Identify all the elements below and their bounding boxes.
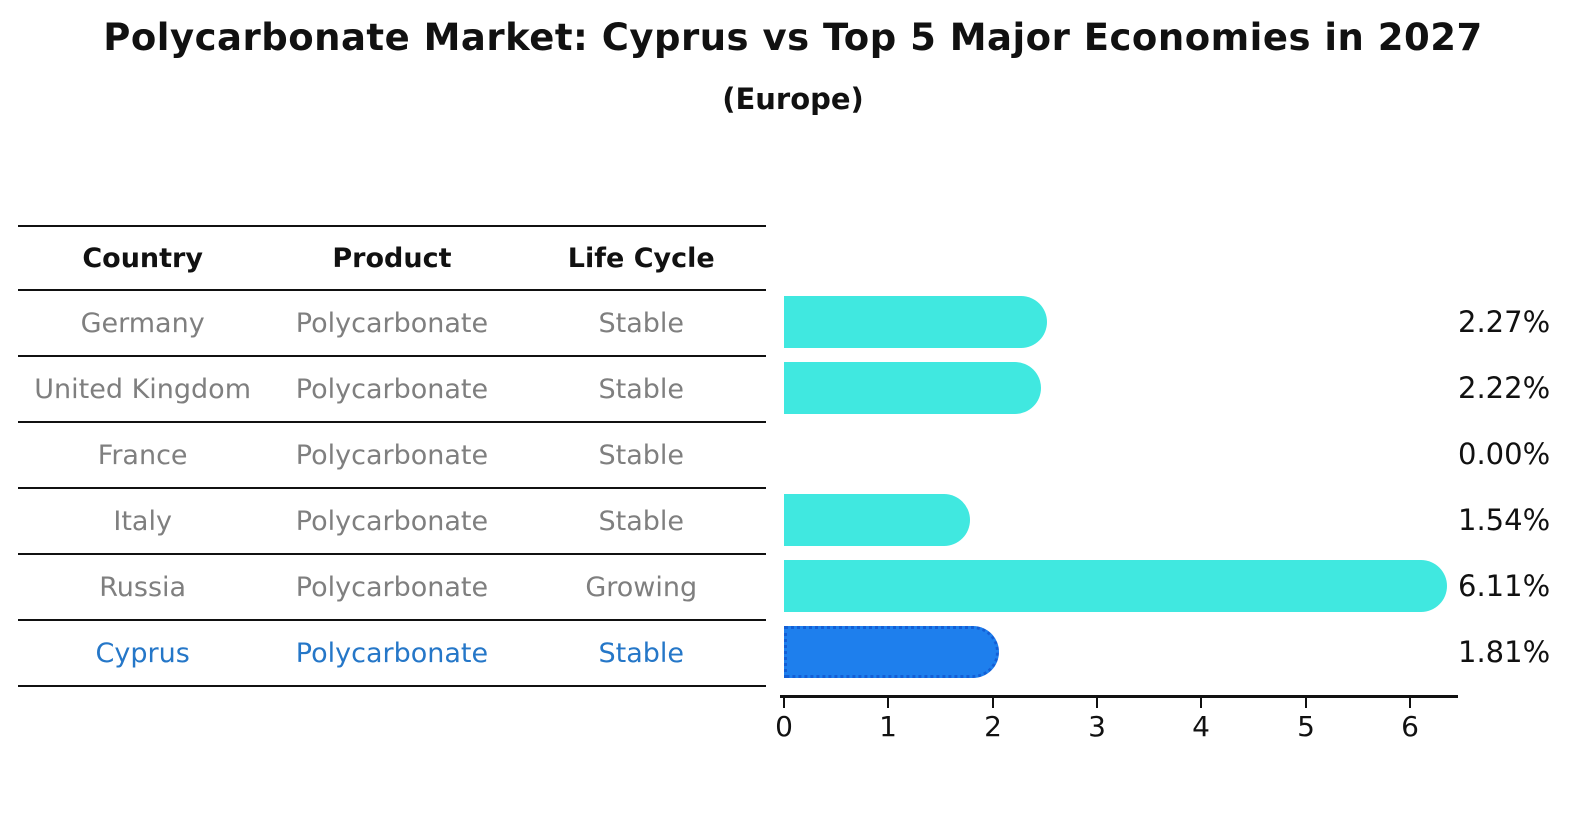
cell-country: Italy bbox=[113, 505, 172, 537]
col-header-product: Product bbox=[332, 242, 452, 274]
cell-life-cycle: Stable bbox=[598, 637, 684, 669]
x-tick bbox=[1096, 698, 1098, 708]
x-tick-label: 3 bbox=[1088, 710, 1106, 743]
value-label-france: 0.00% bbox=[1458, 437, 1551, 471]
bar-united-kingdom bbox=[784, 362, 1042, 414]
chart-subtitle: (Europe) bbox=[722, 82, 864, 116]
cell-country: Germany bbox=[80, 307, 205, 339]
value-label-cyprus: 1.81% bbox=[1458, 635, 1551, 669]
cell-life-cycle: Stable bbox=[598, 373, 684, 405]
table-row: Russia Polycarbonate Growing bbox=[18, 555, 766, 621]
bar-germany bbox=[784, 296, 1047, 348]
x-tick-label: 2 bbox=[984, 710, 1002, 743]
x-tick-label: 6 bbox=[1401, 710, 1419, 743]
x-tick bbox=[783, 698, 785, 708]
x-tick-label: 1 bbox=[879, 710, 897, 743]
bar-italy bbox=[784, 494, 971, 546]
cell-country: Russia bbox=[99, 571, 187, 603]
country-table: Country Product Life Cycle Germany Polyc… bbox=[18, 225, 766, 687]
cell-life-cycle: Stable bbox=[598, 307, 684, 339]
cell-life-cycle: Stable bbox=[598, 439, 684, 471]
cell-country: Cyprus bbox=[95, 637, 190, 669]
x-tick-label: 4 bbox=[1192, 710, 1210, 743]
x-tick bbox=[887, 698, 889, 708]
value-label-russia: 6.11% bbox=[1458, 569, 1551, 603]
cell-product: Polycarbonate bbox=[295, 373, 489, 405]
x-tick-label: 0 bbox=[775, 710, 793, 743]
cell-product: Polycarbonate bbox=[295, 439, 489, 471]
x-tick-label: 5 bbox=[1297, 710, 1315, 743]
cell-product: Polycarbonate bbox=[295, 637, 489, 669]
bar-russia bbox=[784, 560, 1447, 612]
x-tick bbox=[992, 698, 994, 708]
cell-product: Polycarbonate bbox=[295, 505, 489, 537]
x-tick bbox=[1409, 698, 1411, 708]
col-header-life-cycle: Life Cycle bbox=[567, 242, 715, 274]
cell-life-cycle: Stable bbox=[598, 505, 684, 537]
cell-life-cycle: Growing bbox=[585, 571, 698, 603]
bar-cyprus bbox=[784, 626, 999, 678]
cell-country: United Kingdom bbox=[34, 373, 251, 405]
value-label-united-kingdom: 2.22% bbox=[1458, 371, 1551, 405]
value-label-germany: 2.27% bbox=[1458, 305, 1551, 339]
x-axis bbox=[780, 695, 1458, 698]
table-row: United Kingdom Polycarbonate Stable bbox=[18, 357, 766, 423]
table-row-highlighted: Cyprus Polycarbonate Stable bbox=[18, 621, 766, 687]
table-header-row: Country Product Life Cycle bbox=[18, 227, 766, 291]
table-row: France Polycarbonate Stable bbox=[18, 423, 766, 489]
col-header-country: Country bbox=[82, 242, 203, 274]
x-tick bbox=[1305, 698, 1307, 708]
value-label-italy: 1.54% bbox=[1458, 503, 1551, 537]
cell-product: Polycarbonate bbox=[295, 307, 489, 339]
x-tick bbox=[1200, 698, 1202, 708]
table-row: Italy Polycarbonate Stable bbox=[18, 489, 766, 555]
cell-country: France bbox=[97, 439, 188, 471]
cell-product: Polycarbonate bbox=[295, 571, 489, 603]
chart-title: Polycarbonate Market: Cyprus vs Top 5 Ma… bbox=[103, 16, 1483, 59]
table-row: Germany Polycarbonate Stable bbox=[18, 291, 766, 357]
